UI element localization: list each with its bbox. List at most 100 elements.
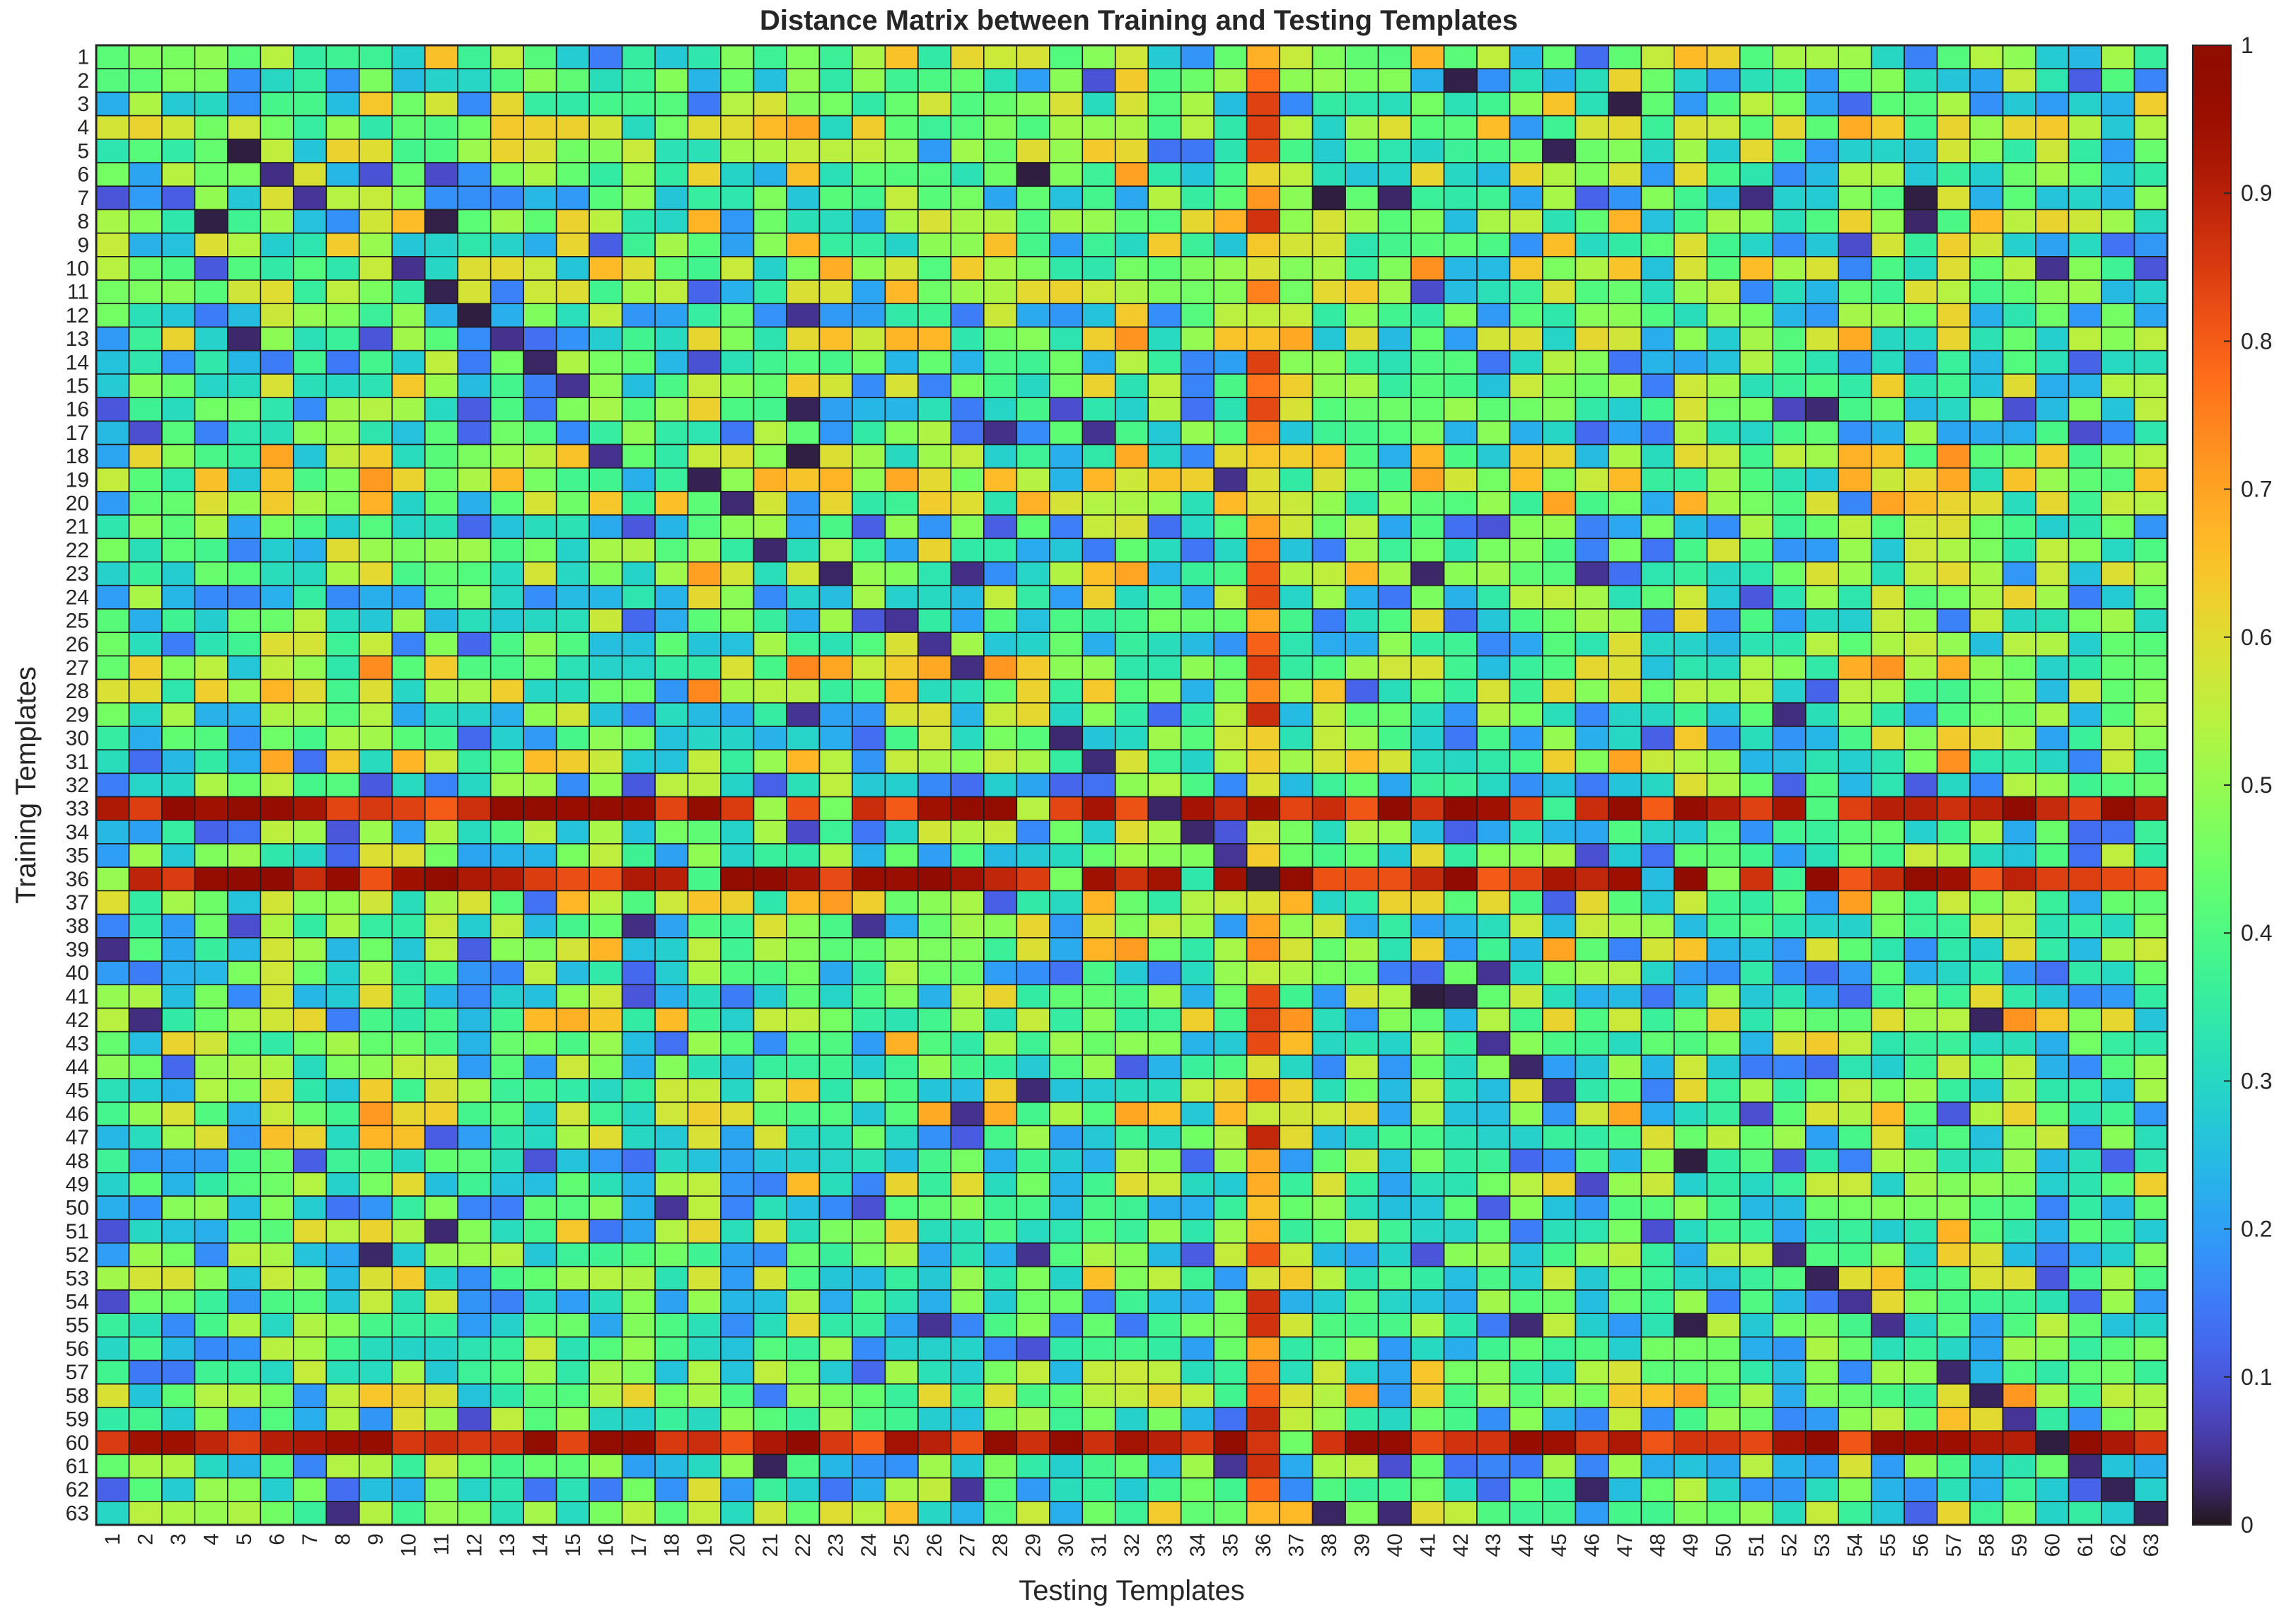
heatmap-cell — [1147, 960, 1182, 986]
heatmap-cell — [128, 632, 163, 657]
heatmap-cell — [852, 279, 886, 305]
heatmap-cell — [1443, 1101, 1478, 1127]
heatmap-cell — [950, 209, 985, 234]
heatmap-cell — [555, 866, 590, 892]
heatmap-cell — [1410, 1078, 1445, 1103]
heatmap-cell — [818, 397, 853, 422]
heatmap-cell — [1969, 678, 2004, 704]
heatmap-cell — [1969, 349, 2004, 375]
heatmap-cell — [884, 279, 919, 305]
heatmap-cell — [687, 702, 721, 727]
heatmap-cell — [1969, 185, 2004, 211]
heatmap-cell — [1772, 1007, 1807, 1033]
heatmap-cell — [1903, 279, 1938, 305]
heatmap-cell — [2068, 584, 2102, 610]
heatmap-cell — [654, 890, 689, 915]
heatmap-cell — [1772, 68, 1807, 93]
heatmap-cell — [325, 1055, 360, 1079]
heatmap-cell — [1969, 1055, 2004, 1079]
heatmap-cell — [621, 726, 656, 750]
heatmap-cell — [2068, 1289, 2102, 1314]
heatmap-cell — [1870, 45, 1905, 70]
heatmap-cell — [1049, 1407, 1084, 1432]
heatmap-cell — [753, 843, 787, 869]
heatmap-cell — [1674, 655, 1708, 680]
heatmap-cell — [2002, 702, 2036, 727]
heatmap-cell — [1082, 514, 1116, 540]
heatmap-cell — [1804, 1407, 1840, 1432]
heatmap-cell — [457, 443, 492, 469]
heatmap-cell — [457, 185, 492, 211]
heatmap-cell — [1311, 349, 1346, 375]
heatmap-cell — [1049, 1453, 1084, 1479]
heatmap-cell — [1246, 467, 1280, 492]
heatmap-cell — [1509, 209, 1543, 234]
heatmap-cell — [818, 1219, 853, 1244]
heatmap-cell — [852, 890, 886, 915]
heatmap-cell — [1147, 115, 1182, 140]
heatmap-cell — [1870, 373, 1905, 398]
heatmap-cell — [1082, 1336, 1116, 1362]
heatmap-cell — [1279, 1477, 1314, 1502]
heatmap-cell — [1377, 796, 1412, 821]
heatmap-cell — [1246, 115, 1280, 140]
heatmap-cell — [1114, 913, 1149, 939]
heatmap-cell — [1706, 397, 1741, 422]
heatmap-cell — [227, 68, 262, 93]
heatmap-cell — [687, 820, 721, 844]
heatmap-cell — [1804, 1055, 1840, 1079]
heatmap-cell — [2035, 1289, 2070, 1314]
heatmap-cell — [1772, 209, 1807, 234]
heatmap-cell — [1706, 1336, 1741, 1362]
heatmap-cell — [1936, 420, 1971, 446]
heatmap-cell — [1246, 1430, 1280, 1456]
heatmap-cell — [260, 1477, 294, 1502]
heatmap-cell — [1476, 68, 1511, 93]
heatmap-cell — [1608, 1172, 1642, 1197]
heatmap-cell — [555, 491, 590, 516]
heatmap-cell — [1706, 514, 1741, 540]
heatmap-cell — [1377, 491, 1412, 516]
heatmap-cell — [1345, 491, 1379, 516]
heatmap-cell — [161, 279, 196, 305]
heatmap-cell — [128, 209, 163, 234]
heatmap-cell — [1082, 1195, 1116, 1221]
heatmap-cell — [1903, 1219, 1938, 1244]
heatmap-cell — [1279, 702, 1314, 727]
heatmap-cell — [1706, 772, 1741, 798]
heatmap-cell — [654, 1101, 689, 1127]
heatmap-cell — [555, 1383, 590, 1408]
heatmap-cell — [983, 702, 1018, 727]
heatmap-cell — [1706, 749, 1741, 774]
heatmap-cell — [2002, 1172, 2036, 1197]
heatmap-cell — [1049, 326, 1084, 352]
heatmap-cell — [1674, 256, 1708, 281]
heatmap-cell — [621, 1477, 656, 1502]
heatmap-cell — [1443, 960, 1478, 986]
heatmap-cell — [950, 1007, 985, 1033]
heatmap-cell — [1114, 209, 1149, 234]
heatmap-cell — [950, 655, 985, 680]
heatmap-cell — [2101, 68, 2135, 93]
heatmap-cell — [260, 1101, 294, 1127]
heatmap-cell — [1311, 608, 1346, 633]
heatmap-cell — [1936, 678, 1971, 704]
heatmap-cell — [1772, 232, 1807, 257]
heatmap-cell — [2101, 1242, 2135, 1267]
heatmap-cell — [391, 1101, 426, 1127]
heatmap-cell — [1377, 373, 1412, 398]
heatmap-cell — [1049, 561, 1084, 586]
heatmap-cell — [1772, 1453, 1807, 1479]
heatmap-cell — [1279, 820, 1314, 844]
heatmap-cell — [1739, 139, 1774, 163]
heatmap-cell — [424, 1453, 459, 1479]
heatmap-cell — [1049, 1125, 1084, 1150]
heatmap-cell — [786, 820, 821, 844]
heatmap-cell — [1114, 1453, 1149, 1479]
heatmap-cell — [950, 279, 985, 305]
heatmap-cell — [1180, 1313, 1214, 1338]
heatmap-cell — [753, 45, 787, 70]
heatmap-cell — [2035, 443, 2070, 469]
heatmap-cell — [1016, 162, 1050, 187]
heatmap-cell — [359, 866, 393, 892]
